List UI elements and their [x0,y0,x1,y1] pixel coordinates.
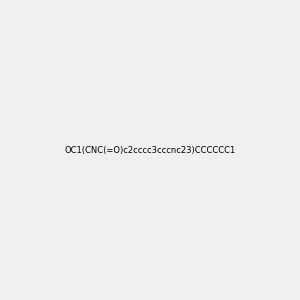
Text: OC1(CNC(=O)c2cccc3cccnc23)CCCCCC1: OC1(CNC(=O)c2cccc3cccnc23)CCCCCC1 [64,146,236,154]
